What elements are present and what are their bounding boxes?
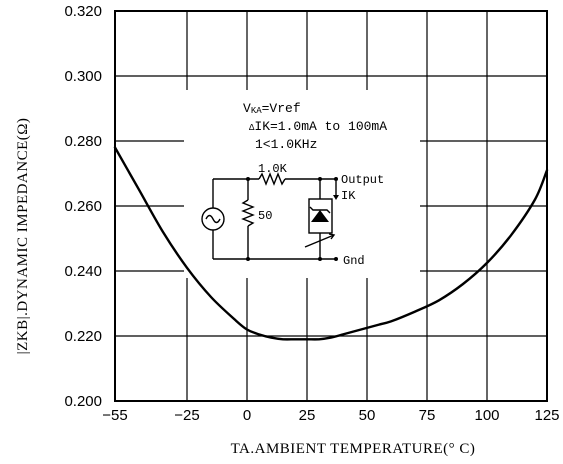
y-axis-title: |ZKB|.DYNAMIC IMPEDANCE(Ω) [15, 118, 31, 355]
circuit-nodes [246, 177, 338, 261]
x-tick-label: 100 [474, 407, 499, 424]
x-tick-label: 0 [243, 407, 251, 424]
plot-frame [114, 10, 548, 402]
x-tick-label: 25 [299, 407, 316, 424]
resistor-1k-label: 1.0K [258, 162, 288, 176]
zener-diode-icon [309, 206, 331, 222]
ac-source-icon [201, 207, 225, 231]
test-circuit [201, 172, 337, 260]
x-tick-label: −55 [102, 407, 127, 424]
impedance-curve [113, 146, 549, 341]
y-tick-label: 0.300 [64, 68, 102, 85]
inset-background [184, 90, 420, 278]
condition-line-2: ΔIK=1.0mA to 100mA [249, 119, 387, 134]
inset-panel: VKA=Vref ΔIK=1.0mA to 100mA 1<1.0KHz [184, 90, 420, 278]
y-tick-label: 0.280 [64, 133, 102, 150]
y-tick-label: 0.220 [64, 328, 102, 345]
x-axis-title: TA.AMBIENT TEMPERATURE(° C) [231, 441, 476, 457]
condition-line-3: 1<1.0KHz [255, 137, 317, 152]
x-tick-label: 125 [534, 407, 559, 424]
resistor-50-label: 50 [258, 209, 272, 223]
output-label: Output [341, 173, 384, 187]
condition-line-1: VKA=Vref [243, 101, 301, 116]
current-label: IK [341, 189, 356, 203]
tick-labels: −55 −25 0 25 50 75 100 125 0.200 0.220 0.240 0.260 0… [64, 3, 559, 424]
y-tick-label: 0.200 [64, 393, 102, 410]
y-tick-label: 0.260 [64, 198, 102, 215]
current-arrow-icon [333, 195, 339, 200]
condition-line-1-subscript: KA [251, 106, 262, 116]
x-tick-label: 75 [419, 407, 436, 424]
gnd-label: Gnd [343, 254, 365, 268]
x-tick-label: 50 [359, 407, 376, 424]
x-tick-label: −25 [174, 407, 199, 424]
y-tick-label: 0.240 [64, 263, 102, 280]
y-tick-label: 0.320 [64, 3, 102, 20]
